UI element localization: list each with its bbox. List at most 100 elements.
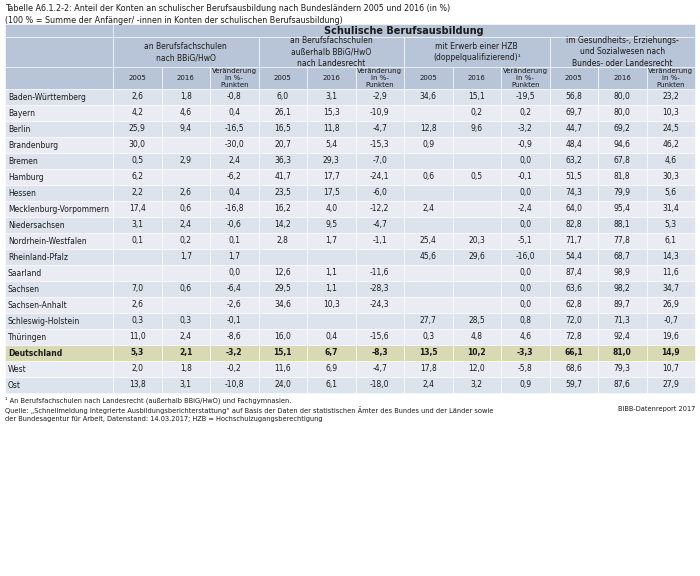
Bar bbox=[113, 121, 162, 137]
Text: 79,9: 79,9 bbox=[614, 188, 631, 198]
Text: Veränderung
in %-
Punkten: Veränderung in %- Punkten bbox=[503, 68, 547, 88]
Bar bbox=[550, 329, 598, 345]
Text: 46,2: 46,2 bbox=[662, 141, 679, 150]
Text: 56,8: 56,8 bbox=[566, 93, 582, 101]
Text: 4,6: 4,6 bbox=[180, 108, 192, 118]
Text: 29,5: 29,5 bbox=[274, 285, 291, 294]
Text: Quelle: „Schnellmeldung Integrierte Ausbildungsberichterstattung“ auf Basis der : Quelle: „Schnellmeldung Integrierte Ausb… bbox=[5, 406, 493, 422]
Bar bbox=[162, 249, 210, 265]
Bar bbox=[598, 121, 647, 137]
Bar bbox=[647, 105, 695, 121]
Bar bbox=[452, 329, 501, 345]
Bar bbox=[550, 121, 598, 137]
Text: 2,4: 2,4 bbox=[422, 381, 434, 389]
Text: 69,2: 69,2 bbox=[614, 124, 631, 134]
Text: Sachsen: Sachsen bbox=[8, 285, 40, 294]
Text: 1,7: 1,7 bbox=[180, 252, 192, 262]
Text: 1,1: 1,1 bbox=[326, 285, 337, 294]
Bar bbox=[258, 345, 307, 361]
Text: 64,0: 64,0 bbox=[566, 204, 582, 214]
Text: 11,8: 11,8 bbox=[323, 124, 339, 134]
Bar bbox=[162, 137, 210, 153]
Text: 17,5: 17,5 bbox=[323, 188, 339, 198]
Text: 92,4: 92,4 bbox=[614, 332, 631, 342]
Text: 13,8: 13,8 bbox=[129, 381, 146, 389]
Text: 87,4: 87,4 bbox=[566, 268, 582, 278]
Text: 23,5: 23,5 bbox=[274, 188, 291, 198]
Bar bbox=[258, 105, 307, 121]
Text: 2,4: 2,4 bbox=[180, 221, 192, 229]
Bar bbox=[162, 313, 210, 329]
Text: 0,0: 0,0 bbox=[519, 157, 531, 165]
Text: 0,1: 0,1 bbox=[228, 237, 240, 245]
Text: 15,1: 15,1 bbox=[468, 93, 485, 101]
Text: Nordrhein-Westfalen: Nordrhein-Westfalen bbox=[8, 237, 87, 245]
Bar bbox=[501, 281, 550, 297]
Bar bbox=[162, 105, 210, 121]
Bar bbox=[258, 37, 404, 67]
Bar bbox=[550, 105, 598, 121]
Text: 19,6: 19,6 bbox=[662, 332, 679, 342]
Bar bbox=[307, 89, 356, 105]
Bar bbox=[210, 377, 258, 393]
Bar bbox=[647, 265, 695, 281]
Text: 62,8: 62,8 bbox=[566, 301, 582, 309]
Bar bbox=[356, 361, 404, 377]
Bar bbox=[501, 217, 550, 233]
Bar bbox=[501, 89, 550, 105]
Text: 20,3: 20,3 bbox=[468, 237, 485, 245]
Bar bbox=[452, 217, 501, 233]
Text: Tabelle A6.1.2-2: Anteil der Konten an schulischer Berufsausbildung nach Bundesl: Tabelle A6.1.2-2: Anteil der Konten an s… bbox=[5, 4, 450, 25]
Bar bbox=[113, 137, 162, 153]
Bar bbox=[162, 121, 210, 137]
Bar bbox=[210, 313, 258, 329]
Text: 34,6: 34,6 bbox=[420, 93, 437, 101]
Text: -4,7: -4,7 bbox=[372, 124, 387, 134]
Text: 20,7: 20,7 bbox=[274, 141, 291, 150]
Text: Baden-Württemberg: Baden-Württemberg bbox=[8, 93, 86, 101]
Bar bbox=[550, 217, 598, 233]
Bar bbox=[550, 201, 598, 217]
Bar bbox=[452, 105, 501, 121]
Text: 29,3: 29,3 bbox=[323, 157, 339, 165]
Bar bbox=[5, 233, 113, 249]
Text: 2,9: 2,9 bbox=[180, 157, 192, 165]
Bar bbox=[550, 37, 695, 67]
Text: -0,8: -0,8 bbox=[227, 93, 242, 101]
Bar bbox=[5, 105, 113, 121]
Bar bbox=[210, 153, 258, 169]
Text: Schleswig-Holstein: Schleswig-Holstein bbox=[8, 316, 81, 325]
Bar bbox=[452, 185, 501, 201]
Bar bbox=[647, 153, 695, 169]
Bar bbox=[356, 169, 404, 185]
Bar bbox=[356, 121, 404, 137]
Bar bbox=[598, 201, 647, 217]
Bar bbox=[452, 67, 501, 89]
Text: -15,6: -15,6 bbox=[370, 332, 390, 342]
Bar bbox=[501, 233, 550, 249]
Text: Mecklenburg-Vorpommern: Mecklenburg-Vorpommern bbox=[8, 204, 109, 214]
Bar bbox=[210, 361, 258, 377]
Text: 71,3: 71,3 bbox=[614, 316, 631, 325]
Bar bbox=[404, 37, 550, 67]
Bar bbox=[501, 361, 550, 377]
Bar bbox=[598, 329, 647, 345]
Text: 6,1: 6,1 bbox=[665, 237, 677, 245]
Text: Deutschland: Deutschland bbox=[8, 348, 62, 358]
Text: 0,4: 0,4 bbox=[228, 188, 240, 198]
Text: 10,7: 10,7 bbox=[662, 365, 679, 373]
Text: 12,8: 12,8 bbox=[420, 124, 437, 134]
Bar bbox=[5, 169, 113, 185]
Text: Hamburg: Hamburg bbox=[8, 172, 43, 181]
Text: West: West bbox=[8, 365, 27, 373]
Text: 72,8: 72,8 bbox=[566, 332, 582, 342]
Bar bbox=[356, 105, 404, 121]
Text: 0,0: 0,0 bbox=[228, 268, 240, 278]
Bar bbox=[452, 297, 501, 313]
Text: 80,0: 80,0 bbox=[614, 108, 631, 118]
Text: 0,9: 0,9 bbox=[519, 381, 531, 389]
Text: 16,2: 16,2 bbox=[274, 204, 291, 214]
Bar bbox=[113, 67, 162, 89]
Text: 1,8: 1,8 bbox=[180, 365, 192, 373]
Text: -1,1: -1,1 bbox=[372, 237, 387, 245]
